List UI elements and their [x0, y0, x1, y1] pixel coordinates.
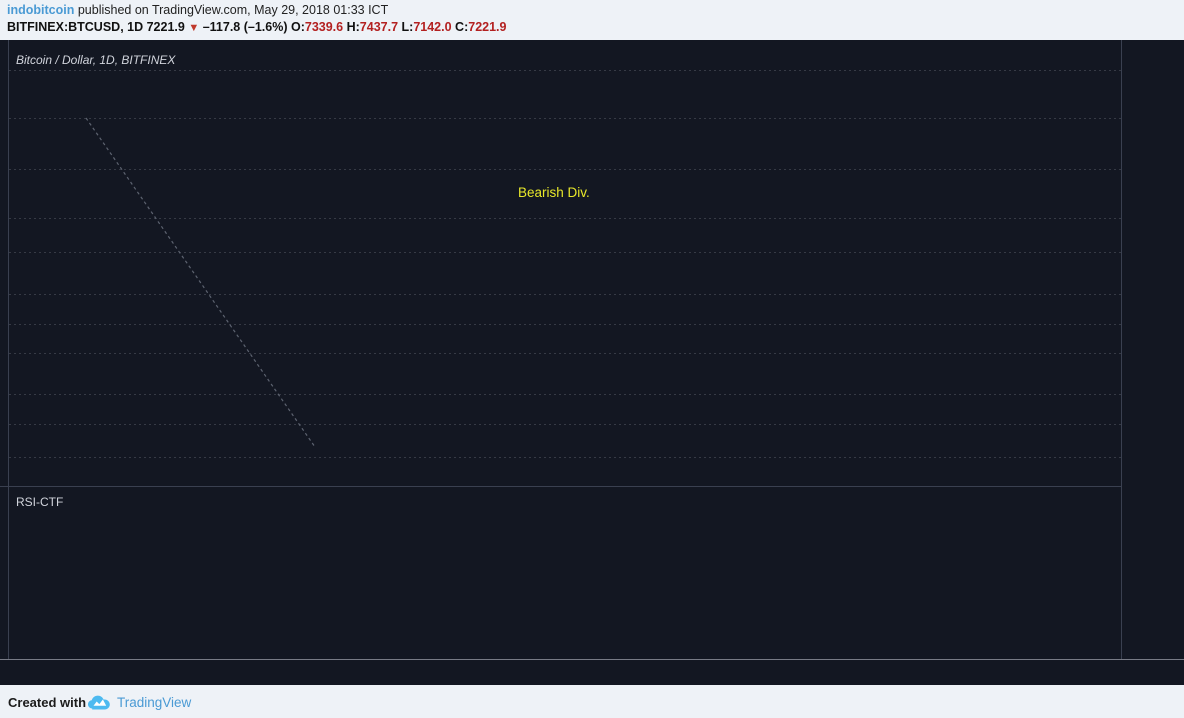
price-axis[interactable] [1122, 40, 1184, 659]
price-axis-border [1121, 40, 1122, 659]
chart-container[interactable]: Bitcoin / Dollar, 1D, BITFINEX Bearish D… [0, 40, 1184, 685]
low-label: L: [401, 20, 414, 34]
open-label: O: [290, 20, 305, 34]
low-value: 7142.0 [413, 20, 452, 34]
price-change: –117.8 (–1.6%) [202, 20, 288, 34]
chart-footer: Created with TradingView [0, 685, 1184, 718]
last-price: 7221.9 [146, 20, 185, 34]
tradingview-brand[interactable]: TradingView [117, 695, 192, 710]
chart-left-border [8, 40, 9, 659]
publish-info: indobitcoin published on TradingView.com… [7, 3, 388, 17]
open-value: 7339.6 [304, 20, 344, 34]
close-label: C: [455, 20, 469, 34]
high-label: H: [346, 20, 360, 34]
created-with-label: Created with [8, 695, 87, 710]
symbol-label[interactable]: BITFINEX:BTCUSD, 1D [7, 20, 144, 34]
price-plot [9, 70, 1122, 458]
time-axis[interactable] [0, 660, 1184, 685]
tradingview-cloud-icon [88, 693, 112, 711]
bearish-div-annotation: Bearish Div. [518, 185, 590, 200]
pane-divider[interactable] [0, 486, 1122, 487]
quote-line: BITFINEX:BTCUSD, 1D 7221.9 ▼ –117.8 (–1.… [7, 20, 506, 34]
price-legend: Bitcoin / Dollar, 1D, BITFINEX [16, 53, 176, 67]
rsi-plot [0, 487, 1122, 659]
down-triangle-icon: ▼ [188, 22, 200, 34]
time-axis-border [0, 659, 1184, 660]
close-value: 7221.9 [468, 20, 507, 34]
price-pane[interactable]: Bitcoin / Dollar, 1D, BITFINEX Bearish D… [0, 40, 1122, 480]
rsi-legend: RSI-CTF [16, 495, 64, 509]
publish-text: published on TradingView.com, May 29, 20… [74, 3, 389, 17]
chart-header: indobitcoin published on TradingView.com… [0, 0, 1184, 40]
high-value: 7437.7 [359, 20, 399, 34]
rsi-pane[interactable]: RSI-CTF [0, 487, 1122, 659]
author-name[interactable]: indobitcoin [7, 3, 75, 17]
